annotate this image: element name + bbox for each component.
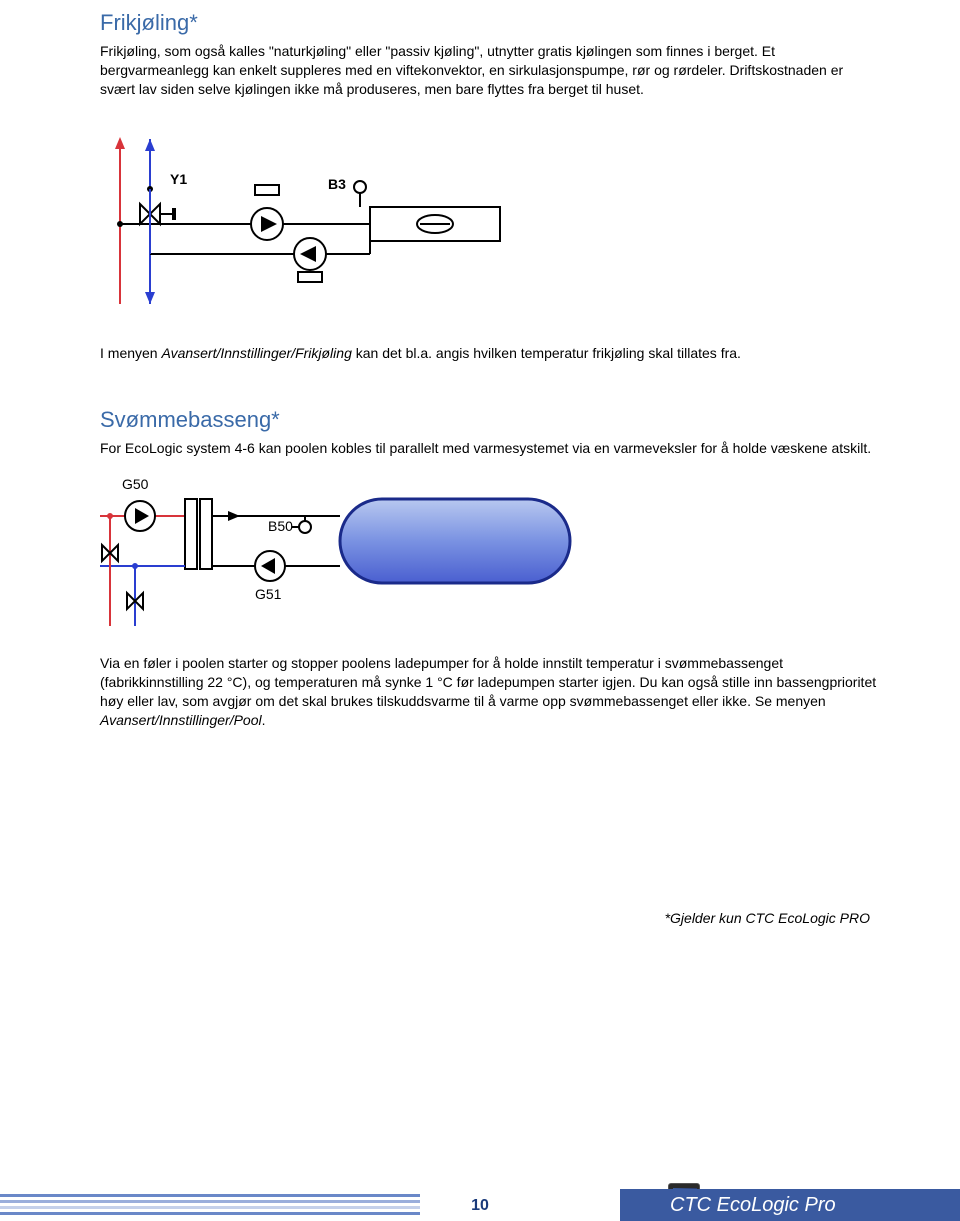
section2-para2-post: . bbox=[262, 712, 266, 728]
section2-para2: Via en føler i poolen starter og stopper… bbox=[100, 654, 880, 730]
section1-para1: Frikjøling, som også kalles "naturkjølin… bbox=[100, 42, 880, 99]
section2-para1: For EcoLogic system 4-6 kan poolen koble… bbox=[100, 439, 880, 458]
footnote: *Gjelder kun CTC EcoLogic PRO bbox=[100, 910, 870, 926]
footer-stripes bbox=[0, 1194, 420, 1218]
pool-diagram: G50 B50 bbox=[100, 471, 880, 636]
section2-para2-pre: Via en føler i poolen starter og stopper… bbox=[100, 655, 876, 709]
page-footer: 10 ctc CTC EcoLogic Pro bbox=[0, 1187, 960, 1221]
section2-heading: Svømmebasseng* bbox=[100, 407, 880, 433]
frikjoling-diagram: Y1 B3 bbox=[100, 129, 880, 314]
label-g50: G50 bbox=[122, 476, 149, 492]
section1-para2-italic: Avansert/Innstillinger/Frikjøling bbox=[161, 345, 351, 361]
label-g51: G51 bbox=[255, 586, 282, 602]
section1-para2: I menyen Avansert/Innstillinger/Frikjøli… bbox=[100, 344, 880, 363]
section2-para2-italic: Avansert/Innstillinger/Pool bbox=[100, 712, 262, 728]
label-b50: B50 bbox=[268, 518, 293, 534]
page-number: 10 bbox=[471, 1197, 489, 1215]
label-y1: Y1 bbox=[170, 171, 187, 187]
label-b3: B3 bbox=[328, 176, 346, 192]
footer-product: CTC EcoLogic Pro bbox=[620, 1189, 960, 1221]
section1-para2-post: kan det bl.a. angis hvilken temperatur f… bbox=[352, 345, 741, 361]
section1-heading: Frikjøling* bbox=[100, 10, 880, 36]
section1-para2-pre: I menyen bbox=[100, 345, 161, 361]
